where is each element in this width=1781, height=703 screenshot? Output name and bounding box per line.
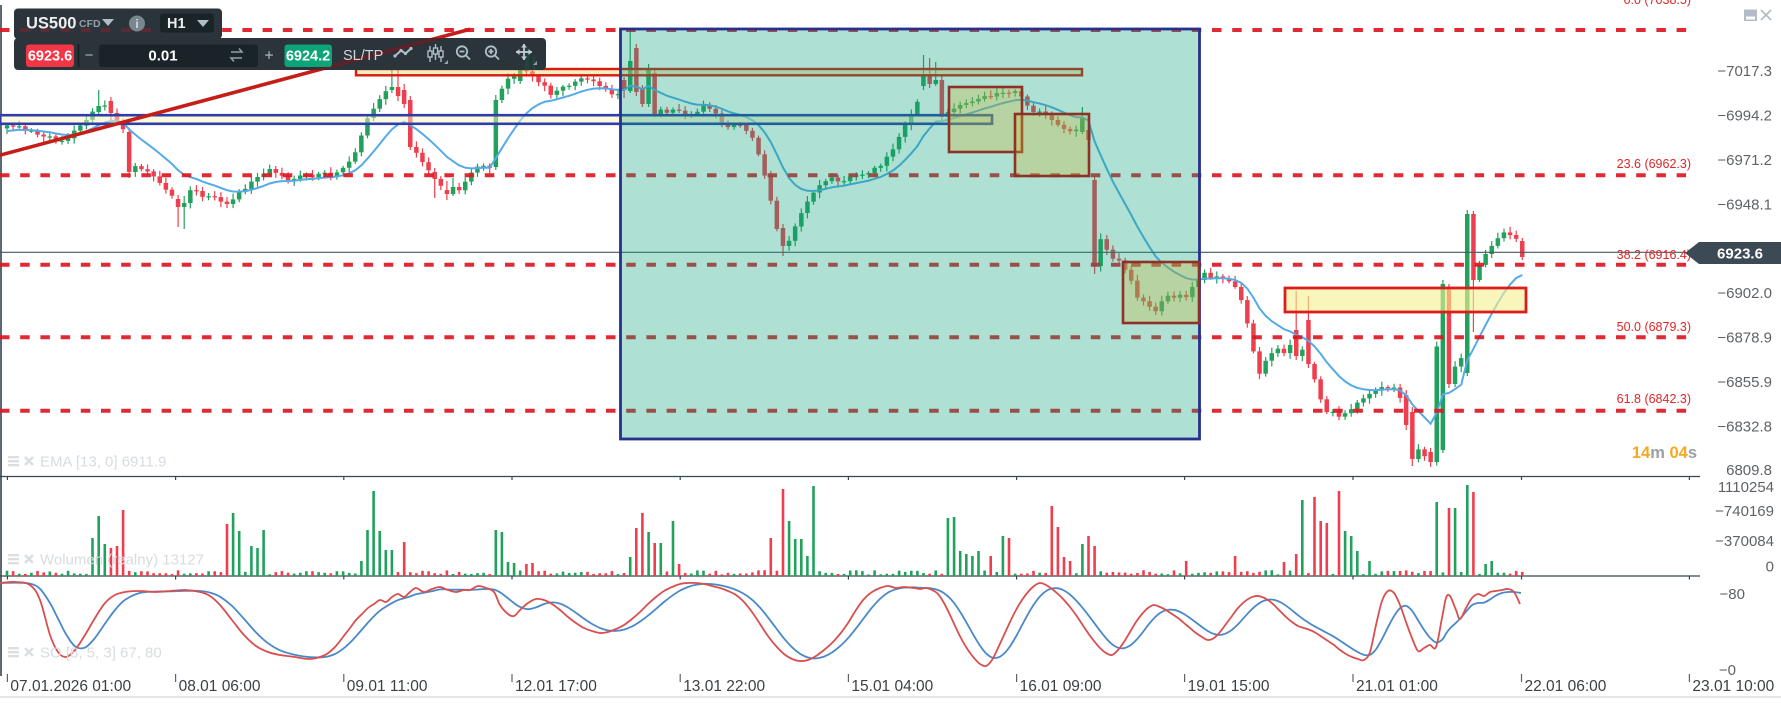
svg-text:21.01 01:00: 21.01 01:00 <box>1356 678 1438 695</box>
svg-text:22.01 06:00: 22.01 06:00 <box>1525 678 1607 695</box>
svg-text:SL/TP: SL/TP <box>343 48 383 64</box>
svg-text:6924.2: 6924.2 <box>286 49 330 65</box>
svg-text:1110254: 1110254 <box>1718 479 1774 496</box>
svg-text:SO [8, 5, 3] 67, 80: SO [8, 5, 3] 67, 80 <box>40 645 162 662</box>
svg-text:Wolumen (realny) 13127: Wolumen (realny) 13127 <box>40 552 204 569</box>
svg-text:19.01 15:00: 19.01 15:00 <box>1188 678 1270 695</box>
svg-text:6923.6: 6923.6 <box>1717 246 1763 263</box>
svg-text:−6994.2: −6994.2 <box>1717 108 1772 125</box>
svg-text:−6971.2: −6971.2 <box>1717 152 1772 169</box>
svg-text:−: − <box>85 47 94 64</box>
svg-text:23.01 10:00: 23.01 10:00 <box>1692 678 1774 695</box>
svg-text:−0: −0 <box>1719 662 1736 679</box>
svg-text:08.01 06:00: 08.01 06:00 <box>179 678 261 695</box>
svg-text:0.01: 0.01 <box>148 48 177 65</box>
svg-text:−370084: −370084 <box>1715 533 1774 550</box>
svg-text:13.01 22:00: 13.01 22:00 <box>683 678 765 695</box>
svg-text:0.0 (7038.5): 0.0 (7038.5) <box>1624 0 1691 7</box>
svg-text:H1: H1 <box>167 16 186 32</box>
svg-text:−6948.1: −6948.1 <box>1717 197 1772 214</box>
svg-text:50.0 (6879.3): 50.0 (6879.3) <box>1617 320 1691 334</box>
svg-text:07.01.2026 01:00: 07.01.2026 01:00 <box>10 678 131 695</box>
svg-text:12.01 17:00: 12.01 17:00 <box>515 678 597 695</box>
svg-text:0: 0 <box>1766 559 1774 576</box>
svg-text:i: i <box>135 17 138 31</box>
svg-text:−740169: −740169 <box>1715 503 1774 520</box>
svg-text:−6855.9: −6855.9 <box>1717 374 1772 391</box>
svg-text:CFD: CFD <box>79 18 101 30</box>
svg-text:EMA [13, 0] 6911.9: EMA [13, 0] 6911.9 <box>40 454 166 471</box>
svg-text:−6878.9: −6878.9 <box>1717 330 1772 347</box>
svg-text:09.01 11:00: 09.01 11:00 <box>347 678 428 695</box>
svg-text:−6832.8: −6832.8 <box>1717 419 1772 436</box>
svg-text:15.01 04:00: 15.01 04:00 <box>851 678 933 695</box>
svg-text:6923.6: 6923.6 <box>28 49 72 65</box>
svg-text:−6902.0: −6902.0 <box>1717 285 1772 302</box>
svg-text:23.6 (6962.3): 23.6 (6962.3) <box>1617 157 1691 171</box>
svg-text:14m 04s: 14m 04s <box>1632 444 1697 462</box>
svg-text:US500: US500 <box>26 15 76 33</box>
svg-text:61.8 (6842.3): 61.8 (6842.3) <box>1617 392 1691 406</box>
svg-text:38.2 (6916.4): 38.2 (6916.4) <box>1617 248 1691 262</box>
svg-text:+: + <box>264 48 273 65</box>
svg-text:−80: −80 <box>1720 586 1745 603</box>
svg-text:6809.8: 6809.8 <box>1726 462 1772 479</box>
svg-text:16.01 09:00: 16.01 09:00 <box>1020 678 1102 695</box>
svg-text:−7017.3: −7017.3 <box>1717 63 1772 80</box>
